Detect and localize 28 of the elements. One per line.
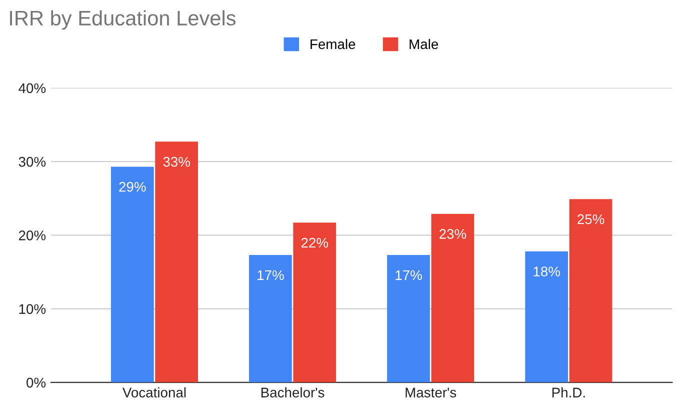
x-tick-label: Vocational xyxy=(122,387,186,398)
bar xyxy=(293,222,336,382)
bar xyxy=(431,214,474,382)
chart-title: IRR by Education Levels xyxy=(10,10,236,30)
data-label: 33% xyxy=(163,156,190,167)
data-label: 25% xyxy=(578,214,604,224)
x-tick-label: Master's xyxy=(406,388,456,398)
data-label: 22% xyxy=(301,238,328,248)
y-tick-label: 40% xyxy=(18,83,46,94)
data-label: 17% xyxy=(396,270,422,280)
legend-label: Female xyxy=(310,38,356,50)
data-label: 18% xyxy=(534,266,560,276)
y-tick-label: 10% xyxy=(19,304,46,314)
legend-label: Male xyxy=(410,38,438,50)
x-tick-label: Bachelor's xyxy=(261,387,324,398)
y-tick-label: 0% xyxy=(26,378,46,388)
bar xyxy=(155,142,198,382)
bar xyxy=(569,199,612,382)
bar xyxy=(249,255,292,382)
bar xyxy=(525,251,568,382)
data-label: 23% xyxy=(439,229,466,239)
data-label: 17% xyxy=(258,270,284,280)
bar xyxy=(387,255,430,382)
data-label: 29% xyxy=(119,182,146,192)
y-tick-label: 30% xyxy=(18,156,46,167)
x-tick-label: Ph.D. xyxy=(552,387,585,398)
y-tick-label: 20% xyxy=(18,230,46,240)
bar xyxy=(110,166,154,382)
